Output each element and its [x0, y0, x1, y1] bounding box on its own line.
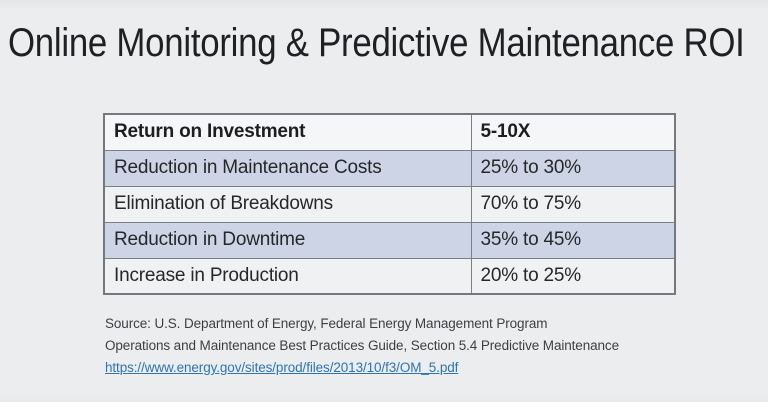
table-row: Elimination of Breakdowns 70% to 75% [103, 185, 676, 223]
table-row: Reduction in Maintenance Costs 25% to 30… [103, 149, 676, 187]
table-header-row: Return on Investment 5-10X [103, 113, 676, 151]
table-row: Reduction in Downtime 35% to 45% [103, 221, 676, 259]
roi-table: Return on Investment 5-10X Reduction in … [103, 113, 676, 295]
slide-title: Online Monitoring & Predictive Maintenan… [8, 21, 745, 65]
source-link[interactable]: https://www.energy.gov/sites/prod/files/… [105, 360, 459, 375]
row-label-cell: Increase in Production [103, 257, 472, 295]
table-row: Increase in Production 20% to 25% [103, 257, 676, 295]
row-value-cell: 35% to 45% [470, 221, 676, 259]
row-label-cell: Reduction in Maintenance Costs [103, 149, 472, 187]
row-value-cell: 20% to 25% [470, 257, 676, 295]
source-line2: Operations and Maintenance Best Practice… [105, 338, 619, 353]
row-label-cell: Elimination of Breakdowns [103, 185, 472, 223]
header-value-cell: 5-10X [470, 113, 676, 151]
row-value-cell: 25% to 30% [470, 149, 676, 187]
row-value-cell: 70% to 75% [470, 185, 676, 223]
row-label-cell: Reduction in Downtime [103, 221, 472, 259]
header-label-cell: Return on Investment [103, 113, 472, 151]
source-line1: Source: U.S. Department of Energy, Feder… [105, 316, 548, 331]
source-note: Source: U.S. Department of Energy, Feder… [105, 313, 705, 379]
